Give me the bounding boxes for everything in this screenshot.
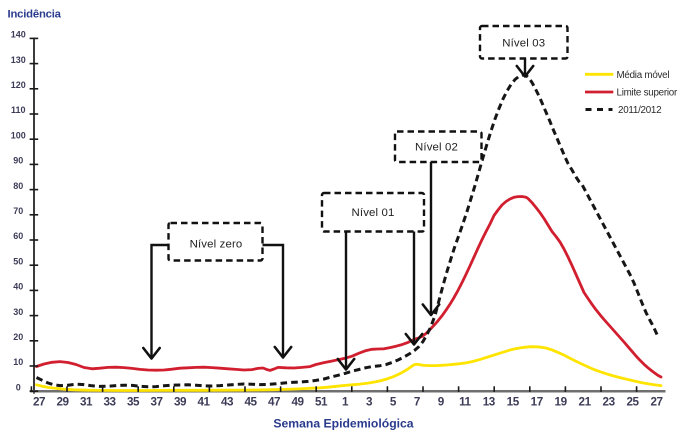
- svg-text:10: 10: [13, 357, 23, 367]
- svg-text:27: 27: [650, 396, 662, 409]
- svg-text:100: 100: [11, 130, 26, 140]
- svg-text:Incidência: Incidência: [8, 9, 62, 21]
- svg-text:23: 23: [603, 396, 616, 409]
- svg-text:51: 51: [315, 396, 328, 409]
- svg-text:15: 15: [507, 396, 520, 409]
- svg-text:Semana Epidemiológica: Semana Epidemiológica: [273, 417, 413, 431]
- svg-text:70: 70: [13, 206, 23, 216]
- svg-text:3: 3: [366, 396, 373, 409]
- svg-text:47: 47: [268, 396, 280, 409]
- svg-text:130: 130: [11, 55, 26, 65]
- svg-text:120: 120: [11, 80, 26, 90]
- svg-text:Nível 03: Nível 03: [502, 38, 545, 50]
- svg-text:41: 41: [197, 396, 210, 409]
- svg-text:110: 110: [11, 105, 26, 115]
- svg-text:140: 140: [11, 30, 26, 40]
- svg-text:37: 37: [150, 396, 162, 409]
- svg-text:11: 11: [459, 396, 471, 409]
- svg-text:27: 27: [33, 396, 45, 409]
- svg-text:9: 9: [438, 396, 445, 409]
- svg-text:50: 50: [13, 256, 23, 266]
- svg-text:39: 39: [174, 396, 187, 409]
- svg-text:60: 60: [13, 231, 23, 241]
- svg-text:1: 1: [342, 396, 349, 409]
- svg-text:29: 29: [56, 396, 69, 409]
- svg-text:25: 25: [626, 396, 639, 409]
- svg-text:0: 0: [16, 382, 21, 392]
- svg-text:2011/2012: 2011/2012: [618, 105, 661, 116]
- svg-text:13: 13: [483, 396, 496, 409]
- svg-text:30: 30: [13, 307, 23, 317]
- svg-text:45: 45: [244, 396, 257, 409]
- svg-text:Nível zero: Nível zero: [190, 239, 243, 251]
- svg-text:Média móvel: Média móvel: [617, 70, 670, 81]
- svg-text:80: 80: [13, 181, 23, 191]
- svg-text:90: 90: [13, 156, 23, 166]
- svg-text:20: 20: [13, 332, 23, 342]
- svg-text:33: 33: [103, 396, 116, 409]
- svg-text:Limite superior: Limite superior: [617, 88, 678, 99]
- svg-text:17: 17: [531, 396, 543, 409]
- svg-text:31: 31: [80, 396, 93, 409]
- svg-text:Nível 02: Nível 02: [415, 142, 458, 154]
- svg-text:Nível 01: Nível 01: [352, 207, 395, 219]
- svg-text:35: 35: [127, 396, 140, 409]
- svg-text:7: 7: [414, 396, 420, 409]
- svg-text:40: 40: [13, 282, 23, 292]
- svg-text:49: 49: [291, 396, 304, 409]
- svg-text:43: 43: [221, 396, 234, 409]
- svg-text:5: 5: [390, 396, 397, 409]
- svg-text:19: 19: [555, 396, 568, 409]
- svg-text:21: 21: [579, 396, 592, 409]
